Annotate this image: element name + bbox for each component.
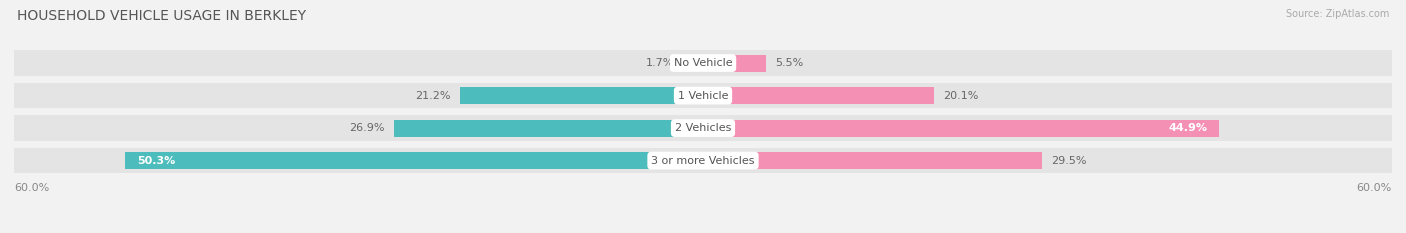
- Legend: Owner-occupied, Renter-occupied: Owner-occupied, Renter-occupied: [579, 230, 827, 233]
- Bar: [125, 152, 703, 169]
- Text: HOUSEHOLD VEHICLE USAGE IN BERKLEY: HOUSEHOLD VEHICLE USAGE IN BERKLEY: [17, 9, 307, 23]
- Bar: [703, 87, 934, 104]
- Text: 2 Vehicles: 2 Vehicles: [675, 123, 731, 133]
- Text: Source: ZipAtlas.com: Source: ZipAtlas.com: [1285, 9, 1389, 19]
- Text: 26.9%: 26.9%: [350, 123, 385, 133]
- Bar: [703, 152, 1042, 169]
- Bar: [683, 55, 703, 72]
- Bar: [394, 120, 703, 137]
- Text: 50.3%: 50.3%: [136, 156, 176, 166]
- Bar: [703, 120, 1219, 137]
- Bar: [460, 87, 703, 104]
- Bar: [14, 83, 1392, 108]
- Text: 21.2%: 21.2%: [415, 91, 450, 101]
- Text: No Vehicle: No Vehicle: [673, 58, 733, 68]
- Text: 60.0%: 60.0%: [1357, 183, 1392, 193]
- Text: 5.5%: 5.5%: [775, 58, 804, 68]
- Text: 3 or more Vehicles: 3 or more Vehicles: [651, 156, 755, 166]
- Text: 1 Vehicle: 1 Vehicle: [678, 91, 728, 101]
- Text: 20.1%: 20.1%: [943, 91, 979, 101]
- Bar: [14, 115, 1392, 141]
- Text: 44.9%: 44.9%: [1168, 123, 1208, 133]
- Bar: [14, 148, 1392, 173]
- Bar: [703, 55, 766, 72]
- Text: 1.7%: 1.7%: [645, 58, 675, 68]
- Text: 29.5%: 29.5%: [1050, 156, 1087, 166]
- Bar: [14, 50, 1392, 76]
- Text: 60.0%: 60.0%: [14, 183, 49, 193]
